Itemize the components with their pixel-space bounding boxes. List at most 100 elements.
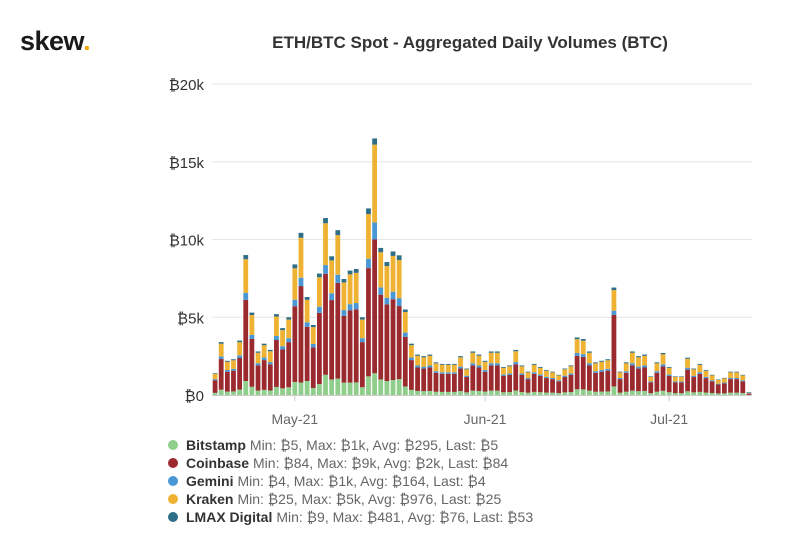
bar-segment-bitstamp: [691, 392, 697, 395]
bar-segment-lmax-digital: [458, 356, 463, 358]
bar-segment-coinbase: [353, 309, 359, 383]
bar-segment-lmax-digital: [654, 362, 660, 364]
legend-series-name: Bitstamp: [186, 437, 246, 453]
bar-segment-kraken: [525, 372, 531, 378]
bar-segment-coinbase: [323, 273, 328, 375]
legend-item[interactable]: Coinbase Min: ₿84, Max: ₿9k, Avg: ₿2k, La…: [168, 454, 533, 472]
bar-segment-gemini: [298, 277, 304, 287]
legend-item[interactable]: LMAX Digital Min: ₿9, Max: ₿481, Avg: ₿76…: [168, 508, 533, 526]
bar-segment-gemini: [224, 370, 230, 372]
bar-segment-gemini: [359, 338, 365, 343]
bar-segment-coinbase: [261, 360, 267, 390]
bar-segment-kraken: [611, 290, 617, 311]
bar-segment-kraken: [623, 363, 629, 372]
bar-segment-bitstamp: [261, 389, 267, 395]
bar-segment-lmax-digital: [691, 368, 697, 370]
bar-segment-gemini: [304, 322, 310, 327]
bar-segment-bitstamp: [654, 391, 660, 395]
legend-item[interactable]: Gemini Min: ₿4, Max: ₿1k, Avg: ₿164, Last…: [168, 472, 533, 490]
bar-segment-gemini: [679, 381, 684, 383]
bar-segment-bitstamp: [243, 381, 249, 395]
bar-segment-lmax-digital: [445, 363, 451, 365]
bar-segment-bitstamp: [642, 390, 648, 395]
bar-segment-bitstamp: [366, 376, 371, 395]
bar-segment-bitstamp: [304, 381, 310, 395]
bar-segment-kraken: [531, 364, 537, 373]
bar-segment-coinbase: [580, 356, 586, 390]
bar-segment-coinbase: [433, 372, 439, 392]
bar-segment-coinbase: [611, 314, 617, 387]
bar-segment-kraken: [218, 343, 224, 357]
bar-segment-lmax-digital: [709, 374, 715, 376]
legend-series-stats: Min: ₿9, Max: ₿481, Avg: ₿76, Last: ₿53: [276, 509, 534, 525]
bar-segment-bitstamp: [237, 389, 243, 395]
bar-segment-kraken: [212, 373, 218, 380]
legend-item[interactable]: Kraken Min: ₿25, Max: ₿5k, Avg: ₿976, Las…: [168, 490, 533, 508]
legend-series-stats: Min: ₿25, Max: ₿5k, Avg: ₿976, Last: ₿25: [237, 491, 502, 507]
bar-segment-coinbase: [347, 310, 353, 383]
bar-segment-coinbase: [617, 379, 623, 393]
bar-segment-gemini: [501, 374, 506, 376]
bar-segment-coinbase: [249, 338, 255, 387]
legend-series-stats: Min: ₿5, Max: ₿1k, Avg: ₿295, Last: ₿5: [249, 437, 499, 453]
bar-segment-lmax-digital: [396, 255, 402, 261]
bar-segment-gemini: [378, 287, 384, 295]
chart-legend: Bitstamp Min: ₿5, Max: ₿1k, Avg: ₿295, La…: [168, 436, 533, 526]
bar-segment-lmax-digital: [550, 371, 555, 373]
bar-segment-bitstamp: [415, 390, 420, 395]
bar-segment-lmax-digital: [409, 343, 414, 346]
bar-segment-gemini: [451, 372, 457, 374]
bar-segment-lmax-digital: [501, 367, 506, 368]
bar-segment-bitstamp: [298, 382, 304, 395]
bar-segment-coinbase: [415, 367, 420, 391]
bar-segment-lmax-digital: [280, 328, 285, 331]
legend-series-name: LMAX Digital: [186, 509, 273, 525]
legend-marker: [168, 494, 178, 505]
bar-segment-bitstamp: [709, 392, 715, 395]
bar-segment-kraken: [409, 345, 414, 358]
bar-segment-kraken: [734, 372, 740, 378]
bar-segment-gemini: [280, 346, 285, 350]
legend-marker: [168, 476, 178, 487]
bar-segment-lmax-digital: [721, 377, 727, 379]
bar-segment-kraken: [568, 366, 574, 374]
y-tick-label: ₿10k: [169, 233, 205, 250]
bar-segment-coinbase: [525, 379, 531, 393]
bar-segment-bitstamp: [611, 386, 617, 395]
bar-segment-lmax-digital: [439, 363, 445, 365]
bar-segment-bitstamp: [292, 381, 298, 395]
bar-segment-kraken: [556, 375, 562, 381]
bar-segment-gemini: [372, 222, 378, 240]
legend-marker: [168, 512, 178, 523]
bar-segment-bitstamp: [249, 386, 255, 395]
bar-segment-coinbase: [629, 365, 635, 391]
bar-segment-coinbase: [335, 282, 341, 379]
bar-segment-lmax-digital: [421, 356, 427, 358]
bar-segment-lmax-digital: [243, 255, 249, 260]
bar-segment-kraken: [372, 144, 378, 223]
bar-segment-gemini: [574, 353, 580, 356]
bar-segment-bitstamp: [212, 392, 218, 395]
bar-segment-gemini: [636, 366, 641, 369]
bar-segment-gemini: [218, 356, 224, 360]
bar-segment-lmax-digital: [734, 371, 740, 373]
legend-item[interactable]: Bitstamp Min: ₿5, Max: ₿1k, Avg: ₿295, La…: [168, 436, 533, 454]
bar-segment-gemini: [384, 297, 390, 305]
bar-segment-lmax-digital: [660, 353, 666, 355]
bar-segment-coinbase: [642, 367, 648, 391]
bar-segment-coinbase: [721, 383, 727, 394]
legend-series-stats: Min: ₿4, Max: ₿1k, Avg: ₿164, Last: ₿4: [237, 473, 486, 489]
bar-segment-coinbase: [427, 367, 433, 391]
bar-segment-lmax-digital: [531, 363, 537, 365]
bar-segment-coinbase: [666, 375, 672, 393]
bar-segment-lmax-digital: [249, 312, 255, 316]
bar-segment-lmax-digital: [562, 368, 568, 370]
bar-segment-gemini: [740, 380, 746, 382]
bar-segment-gemini: [629, 363, 635, 366]
bar-segment-gemini: [617, 377, 623, 380]
bar-segment-coinbase: [703, 378, 709, 393]
bar-segment-gemini: [605, 368, 611, 371]
bar-segment-bitstamp: [439, 391, 445, 395]
bar-segment-lmax-digital: [353, 269, 359, 273]
legend-series-name: Kraken: [186, 491, 234, 507]
